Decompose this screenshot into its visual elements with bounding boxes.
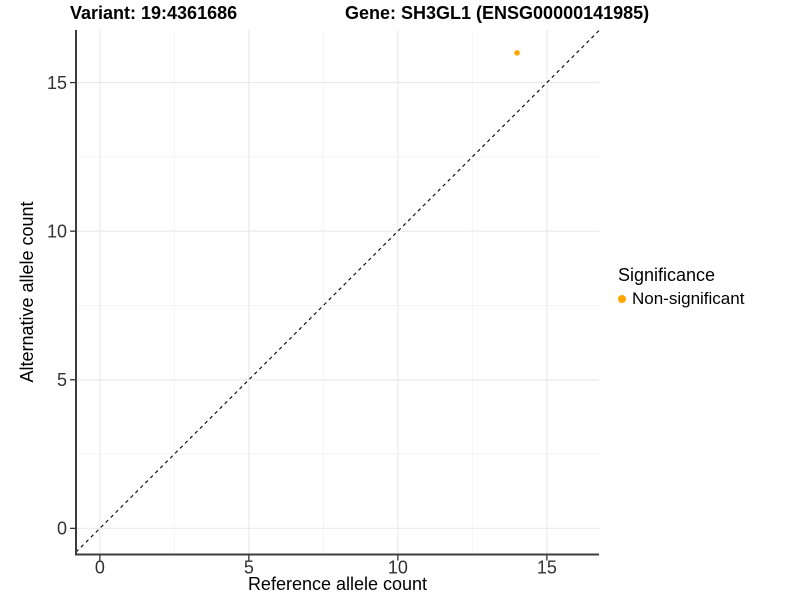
y-tick-label: 5	[57, 370, 67, 390]
identity-line	[75, 30, 600, 553]
legend-title: Significance	[618, 265, 716, 285]
legend-item-label: Non-significant	[632, 289, 745, 308]
data-point	[514, 50, 520, 56]
x-tick-label: 15	[537, 558, 557, 578]
variant-title: Variant: 19:4361686	[70, 3, 238, 23]
y-tick-label: 0	[57, 519, 67, 539]
gene-title: Gene: SH3GL1 (ENSG00000141985)	[345, 3, 650, 23]
y-tick-label: 15	[47, 73, 67, 93]
x-tick-label: 5	[244, 558, 254, 578]
x-tick-label: 0	[95, 558, 105, 578]
legend-item: Non-significant	[618, 289, 744, 309]
y-axis-label: Alternative allele count	[17, 201, 37, 383]
y-tick-label: 10	[47, 221, 67, 241]
legend: Significance Non-significant	[618, 265, 744, 309]
x-tick-label: 10	[388, 558, 408, 578]
legend-point-icon	[618, 295, 626, 303]
x-axis-label: Reference allele count	[247, 574, 428, 594]
